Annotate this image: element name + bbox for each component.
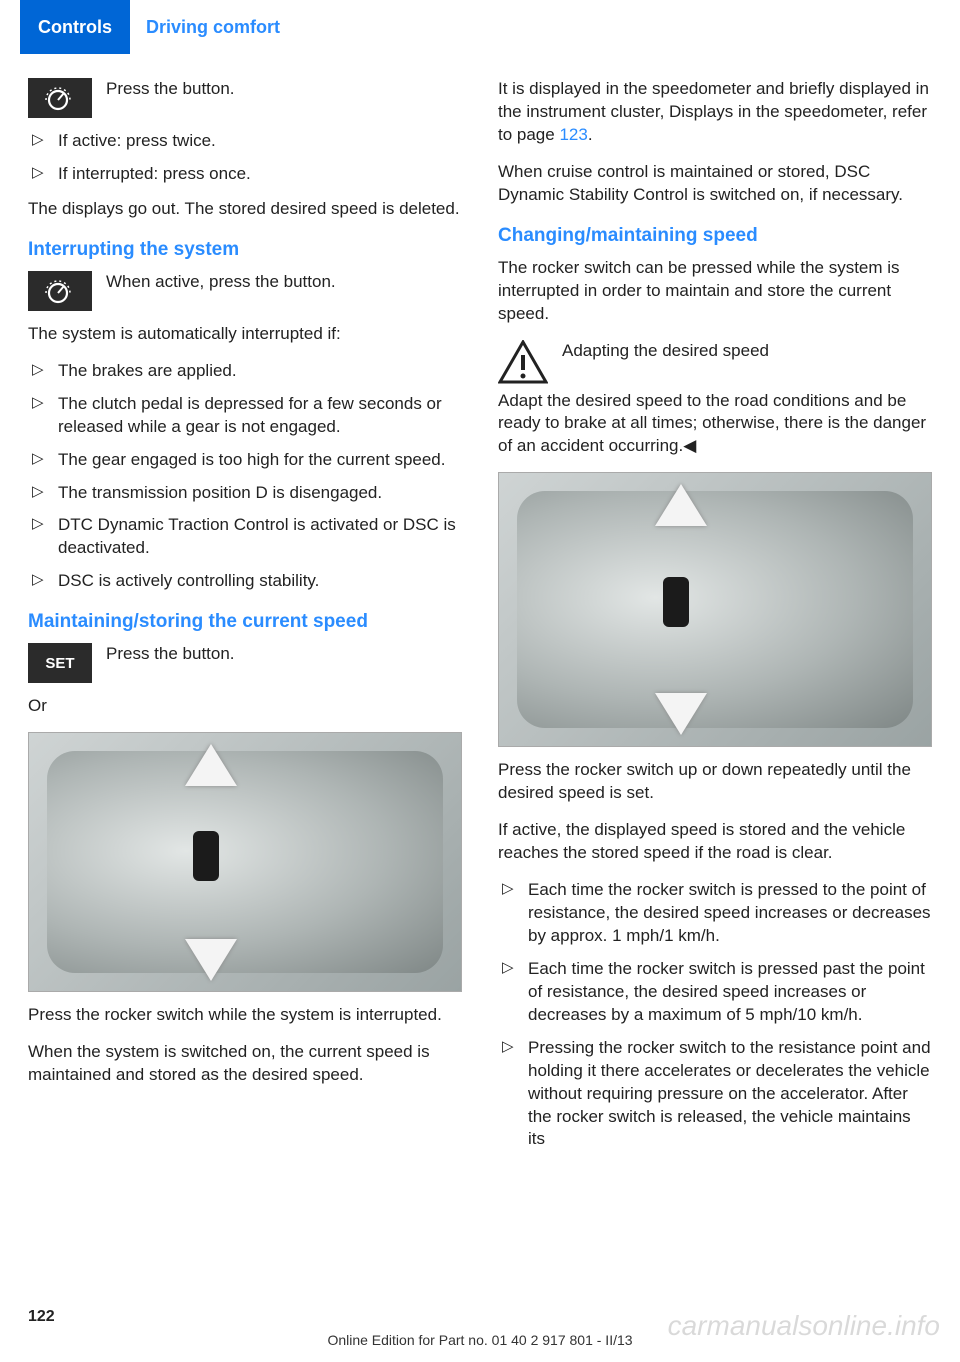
right-p1: It is displayed in the speedometer and b…: [498, 78, 932, 147]
section-head-interrupting: Interrupting the system: [28, 239, 462, 261]
warning-para: Adapt the desired speed to the road cond…: [498, 390, 932, 459]
intro-icon-row: Press the button.: [28, 78, 462, 118]
intro-para: The displays go out. The stored desired …: [28, 198, 462, 221]
rocker-switch-image-left: [28, 732, 462, 992]
s2-or: Or: [28, 695, 462, 718]
list-item: The transmission position D is disengage…: [28, 482, 462, 505]
right-p1b: .: [588, 125, 593, 144]
warning-triangle-icon: [498, 340, 548, 384]
footer-line: Online Edition for Part no. 01 40 2 917 …: [0, 1332, 960, 1348]
s2-icon-text: Press the button.: [106, 643, 235, 666]
set-button-icon: SET: [28, 643, 92, 683]
section-head-maintaining: Maintaining/storing the current speed: [28, 611, 462, 633]
warning-row: Adapting the desired speed: [498, 340, 932, 384]
intro-list: If active: press twice. If interrupted: …: [28, 130, 462, 186]
s1-list: The brakes are applied. The clutch pedal…: [28, 360, 462, 594]
intro-icon-text: Press the button.: [106, 78, 235, 101]
rocker-switch-image-right: [498, 472, 932, 747]
s2-para2: When the system is switched on, the curr…: [28, 1041, 462, 1087]
s3-p2: If active, the displayed speed is stored…: [498, 819, 932, 865]
s2-icon-row: SET Press the button.: [28, 643, 462, 683]
list-item: The clutch pedal is depressed for a few …: [28, 393, 462, 439]
section-head-changing: Changing/maintaining speed: [498, 225, 932, 247]
list-item: Pressing the rocker switch to the resist…: [498, 1037, 932, 1152]
list-item: Each time the rocker switch is pressed p…: [498, 958, 932, 1027]
s3-list: Each time the rocker switch is pressed t…: [498, 879, 932, 1151]
list-item: The brakes are applied.: [28, 360, 462, 383]
s1-icon-text: When active, press the button.: [106, 271, 336, 294]
s1-icon-row: When active, press the button.: [28, 271, 462, 311]
list-item: Each time the rocker switch is pressed t…: [498, 879, 932, 948]
s1-para: The system is automatically interrupted …: [28, 323, 462, 346]
list-item: If interrupted: press once.: [28, 163, 462, 186]
tab-driving-comfort: Driving comfort: [130, 17, 280, 38]
page-content: Press the button. If active: press twice…: [0, 54, 960, 1163]
left-column: Press the button. If active: press twice…: [28, 78, 462, 1163]
page-number: 122: [28, 1308, 55, 1326]
tab-controls: Controls: [20, 0, 130, 54]
page-link-123[interactable]: 123: [559, 125, 587, 144]
tab-controls-label: Controls: [38, 17, 112, 38]
right-column: It is displayed in the speedometer and b…: [498, 78, 932, 1163]
warning-line1: Adapting the desired speed: [562, 340, 769, 363]
list-item: DTC Dynamic Traction Control is activate…: [28, 514, 462, 560]
s3-p1: The rocker switch can be pressed while t…: [498, 257, 932, 326]
cruise-control-icon: [28, 271, 92, 311]
header-bar: Controls Driving comfort: [0, 0, 960, 54]
right-p2: When cruise control is maintained or sto…: [498, 161, 932, 207]
s3-after-img: Press the rocker switch up or down repea…: [498, 759, 932, 805]
list-item: DSC is actively controlling stability.: [28, 570, 462, 593]
list-item: If active: press twice.: [28, 130, 462, 153]
s2-after-img: Press the rocker switch while the system…: [28, 1004, 462, 1027]
cruise-control-icon: [28, 78, 92, 118]
tab-driving-comfort-label: Driving comfort: [146, 17, 280, 37]
set-button-label: SET: [45, 655, 74, 672]
list-item: The gear engaged is too high for the cur…: [28, 449, 462, 472]
